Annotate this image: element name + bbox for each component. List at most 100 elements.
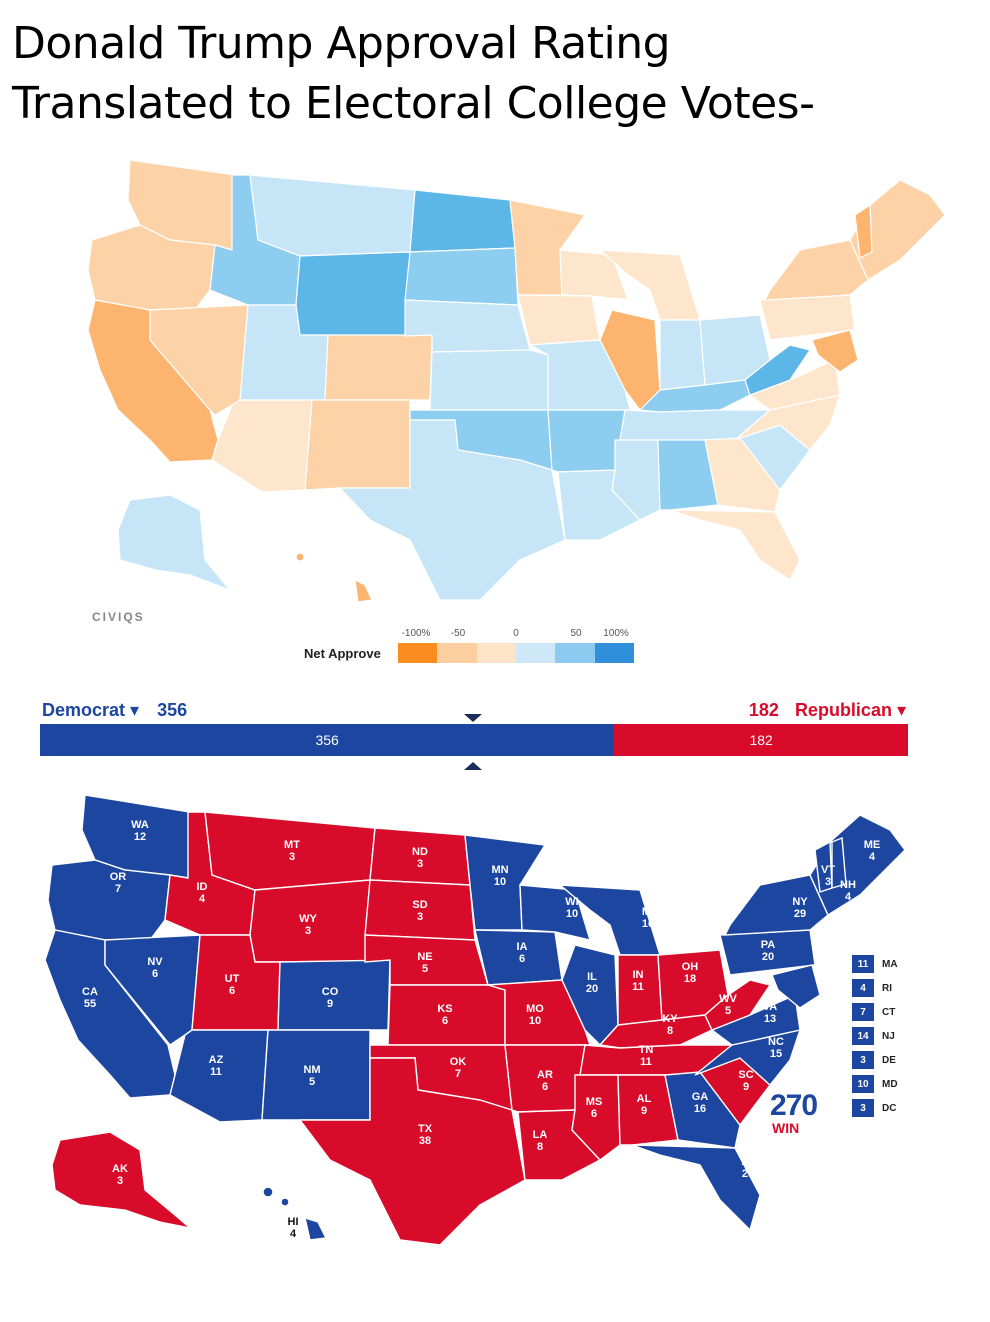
ev-label-tx: TX xyxy=(418,1123,433,1135)
approval-state-or[interactable] xyxy=(87,224,216,311)
approval-state-ak[interactable] xyxy=(117,494,232,592)
legend-swatch-6 xyxy=(594,643,634,663)
ev-label-wv: WV xyxy=(719,993,737,1005)
republican-header[interactable]: 182 Republican ▾ xyxy=(749,700,906,721)
ev-label-id: ID xyxy=(197,881,208,893)
ev-label-ky: KY xyxy=(662,1013,678,1025)
democrat-header[interactable]: Democrat ▾ 356 xyxy=(42,700,187,721)
ev-votes-tn: 11 xyxy=(640,1056,652,1068)
ev-votes-wv: 5 xyxy=(725,1005,731,1017)
ev-label-sd: SD xyxy=(412,899,427,911)
ev-state-or[interactable] xyxy=(47,859,171,941)
approval-state-ia[interactable] xyxy=(517,294,601,346)
ev-state-hi[interactable] xyxy=(304,1216,328,1241)
approval-state-ar[interactable] xyxy=(547,409,626,473)
democrat-dropdown[interactable]: Democrat ▾ xyxy=(42,700,140,720)
ev-votes-az: 11 xyxy=(210,1066,222,1078)
approval-state-sd[interactable] xyxy=(404,247,519,306)
approval-state-in[interactable] xyxy=(659,319,706,391)
small-state-abbr: RI xyxy=(882,982,892,994)
ev-label-nh: NH xyxy=(840,879,856,891)
legend-swatch-5 xyxy=(555,643,595,663)
ev-label-fl: FL xyxy=(741,1156,755,1168)
ev-votes-va: 13 xyxy=(764,1013,776,1025)
ev-state-wv[interactable] xyxy=(704,979,772,1031)
republican-dropdown[interactable]: Republican ▾ xyxy=(794,700,906,720)
small-state-abbr: MA xyxy=(882,958,898,970)
ev-votes-sd: 3 xyxy=(417,911,423,923)
small-state-row[interactable]: 14 NJ xyxy=(852,1024,922,1048)
small-state-row[interactable]: 3 DE xyxy=(852,1048,922,1072)
ev-label-al: AL xyxy=(637,1093,652,1105)
ev-votes-ar: 6 xyxy=(542,1081,548,1093)
ev-label-ga: GA xyxy=(692,1091,709,1103)
approval-state-ga[interactable] xyxy=(704,437,781,513)
small-state-abbr: DC xyxy=(882,1102,897,1114)
ev-state-ny[interactable] xyxy=(723,874,829,936)
approval-state-mt[interactable] xyxy=(249,174,416,257)
ev-label-mt: MT xyxy=(284,839,300,851)
approval-state-az[interactable] xyxy=(211,399,313,493)
ev-label-wa: WA xyxy=(131,819,149,831)
ev-label-tn: TN xyxy=(639,1044,654,1056)
ev-state-hi-islands-2 xyxy=(280,1197,290,1207)
ev-state-new-england[interactable] xyxy=(809,814,906,917)
ev-label-oh: OH xyxy=(682,961,699,973)
approval-state-wv[interactable] xyxy=(744,344,811,396)
civiqs-logo: CIVIQS xyxy=(92,610,145,624)
ev-votes-ny: 29 xyxy=(794,908,806,920)
approval-state-co[interactable] xyxy=(324,334,433,401)
page-title: Donald Trump Approval Rating Translated … xyxy=(12,14,972,134)
small-state-row[interactable]: 7 CT xyxy=(852,1000,922,1024)
ev-state-mid-atlantic[interactable] xyxy=(771,964,821,1009)
title-line-2: Translated to Electoral College Votes- xyxy=(12,78,815,129)
approval-state-new-england[interactable] xyxy=(849,179,946,281)
ev-votes-ms: 6 xyxy=(591,1108,597,1120)
ev-votes-mi: 16 xyxy=(642,918,654,930)
ev-label-mo: MO xyxy=(526,1003,544,1015)
approval-state-fl[interactable] xyxy=(669,509,801,581)
approval-state-vt[interactable] xyxy=(854,203,873,259)
ev-state-nh[interactable] xyxy=(831,836,847,889)
ev-label-az: AZ xyxy=(209,1054,224,1066)
ev-state-al[interactable] xyxy=(617,1074,679,1146)
ev-state-ga[interactable] xyxy=(664,1071,741,1149)
small-state-row[interactable]: 3 DC xyxy=(852,1096,922,1120)
ev-state-ak[interactable] xyxy=(51,1131,193,1230)
approval-state-hi[interactable] xyxy=(354,578,373,603)
approval-map xyxy=(87,159,946,603)
small-state-row[interactable]: 11 MA xyxy=(852,952,922,976)
approval-state-wy[interactable] xyxy=(295,251,411,337)
ev-votes-il: 20 xyxy=(586,983,598,995)
ev-state-fl[interactable] xyxy=(631,1144,761,1232)
small-state-votes: 11 xyxy=(852,955,874,973)
ev-state-tx[interactable] xyxy=(298,1057,526,1246)
ev-votes-wi: 10 xyxy=(566,908,578,920)
legend-swatch-1 xyxy=(398,643,438,663)
ev-votes-nm: 5 xyxy=(309,1076,315,1088)
ev-label-sc: SC xyxy=(738,1069,753,1081)
legend-tick-4: 50 xyxy=(570,628,582,639)
approval-state-al[interactable] xyxy=(657,439,719,511)
ev-label-nm: NM xyxy=(303,1064,320,1076)
approval-state-mid-atlantic[interactable] xyxy=(811,329,859,373)
approval-state-tx[interactable] xyxy=(338,419,566,601)
ev-label-co: CO xyxy=(322,986,339,998)
approval-state-nm[interactable] xyxy=(304,399,411,491)
approval-state-nd[interactable] xyxy=(409,189,516,253)
ev-votes-wy: 3 xyxy=(305,925,311,937)
ev-votes-ky: 8 xyxy=(667,1025,673,1037)
approval-state-ny[interactable] xyxy=(763,239,869,301)
small-state-row[interactable]: 4 RI xyxy=(852,976,922,1000)
ev-label-va: VA xyxy=(763,1001,778,1013)
small-state-row[interactable]: 10 MD xyxy=(852,1072,922,1096)
approval-state-ks[interactable] xyxy=(429,349,549,411)
small-state-abbr: CT xyxy=(882,1006,896,1018)
ev-votes-mt: 3 xyxy=(289,851,295,863)
small-state-abbr: NJ xyxy=(882,1030,895,1042)
electoral-tally: Democrat ▾ 356 182 Republican ▾ 356 182 xyxy=(40,700,908,770)
small-state-abbr: MD xyxy=(882,1078,898,1090)
ev-votes-in: 11 xyxy=(632,981,644,993)
ev-label-ca: CA xyxy=(82,986,98,998)
approval-state-wi[interactable] xyxy=(559,249,629,301)
